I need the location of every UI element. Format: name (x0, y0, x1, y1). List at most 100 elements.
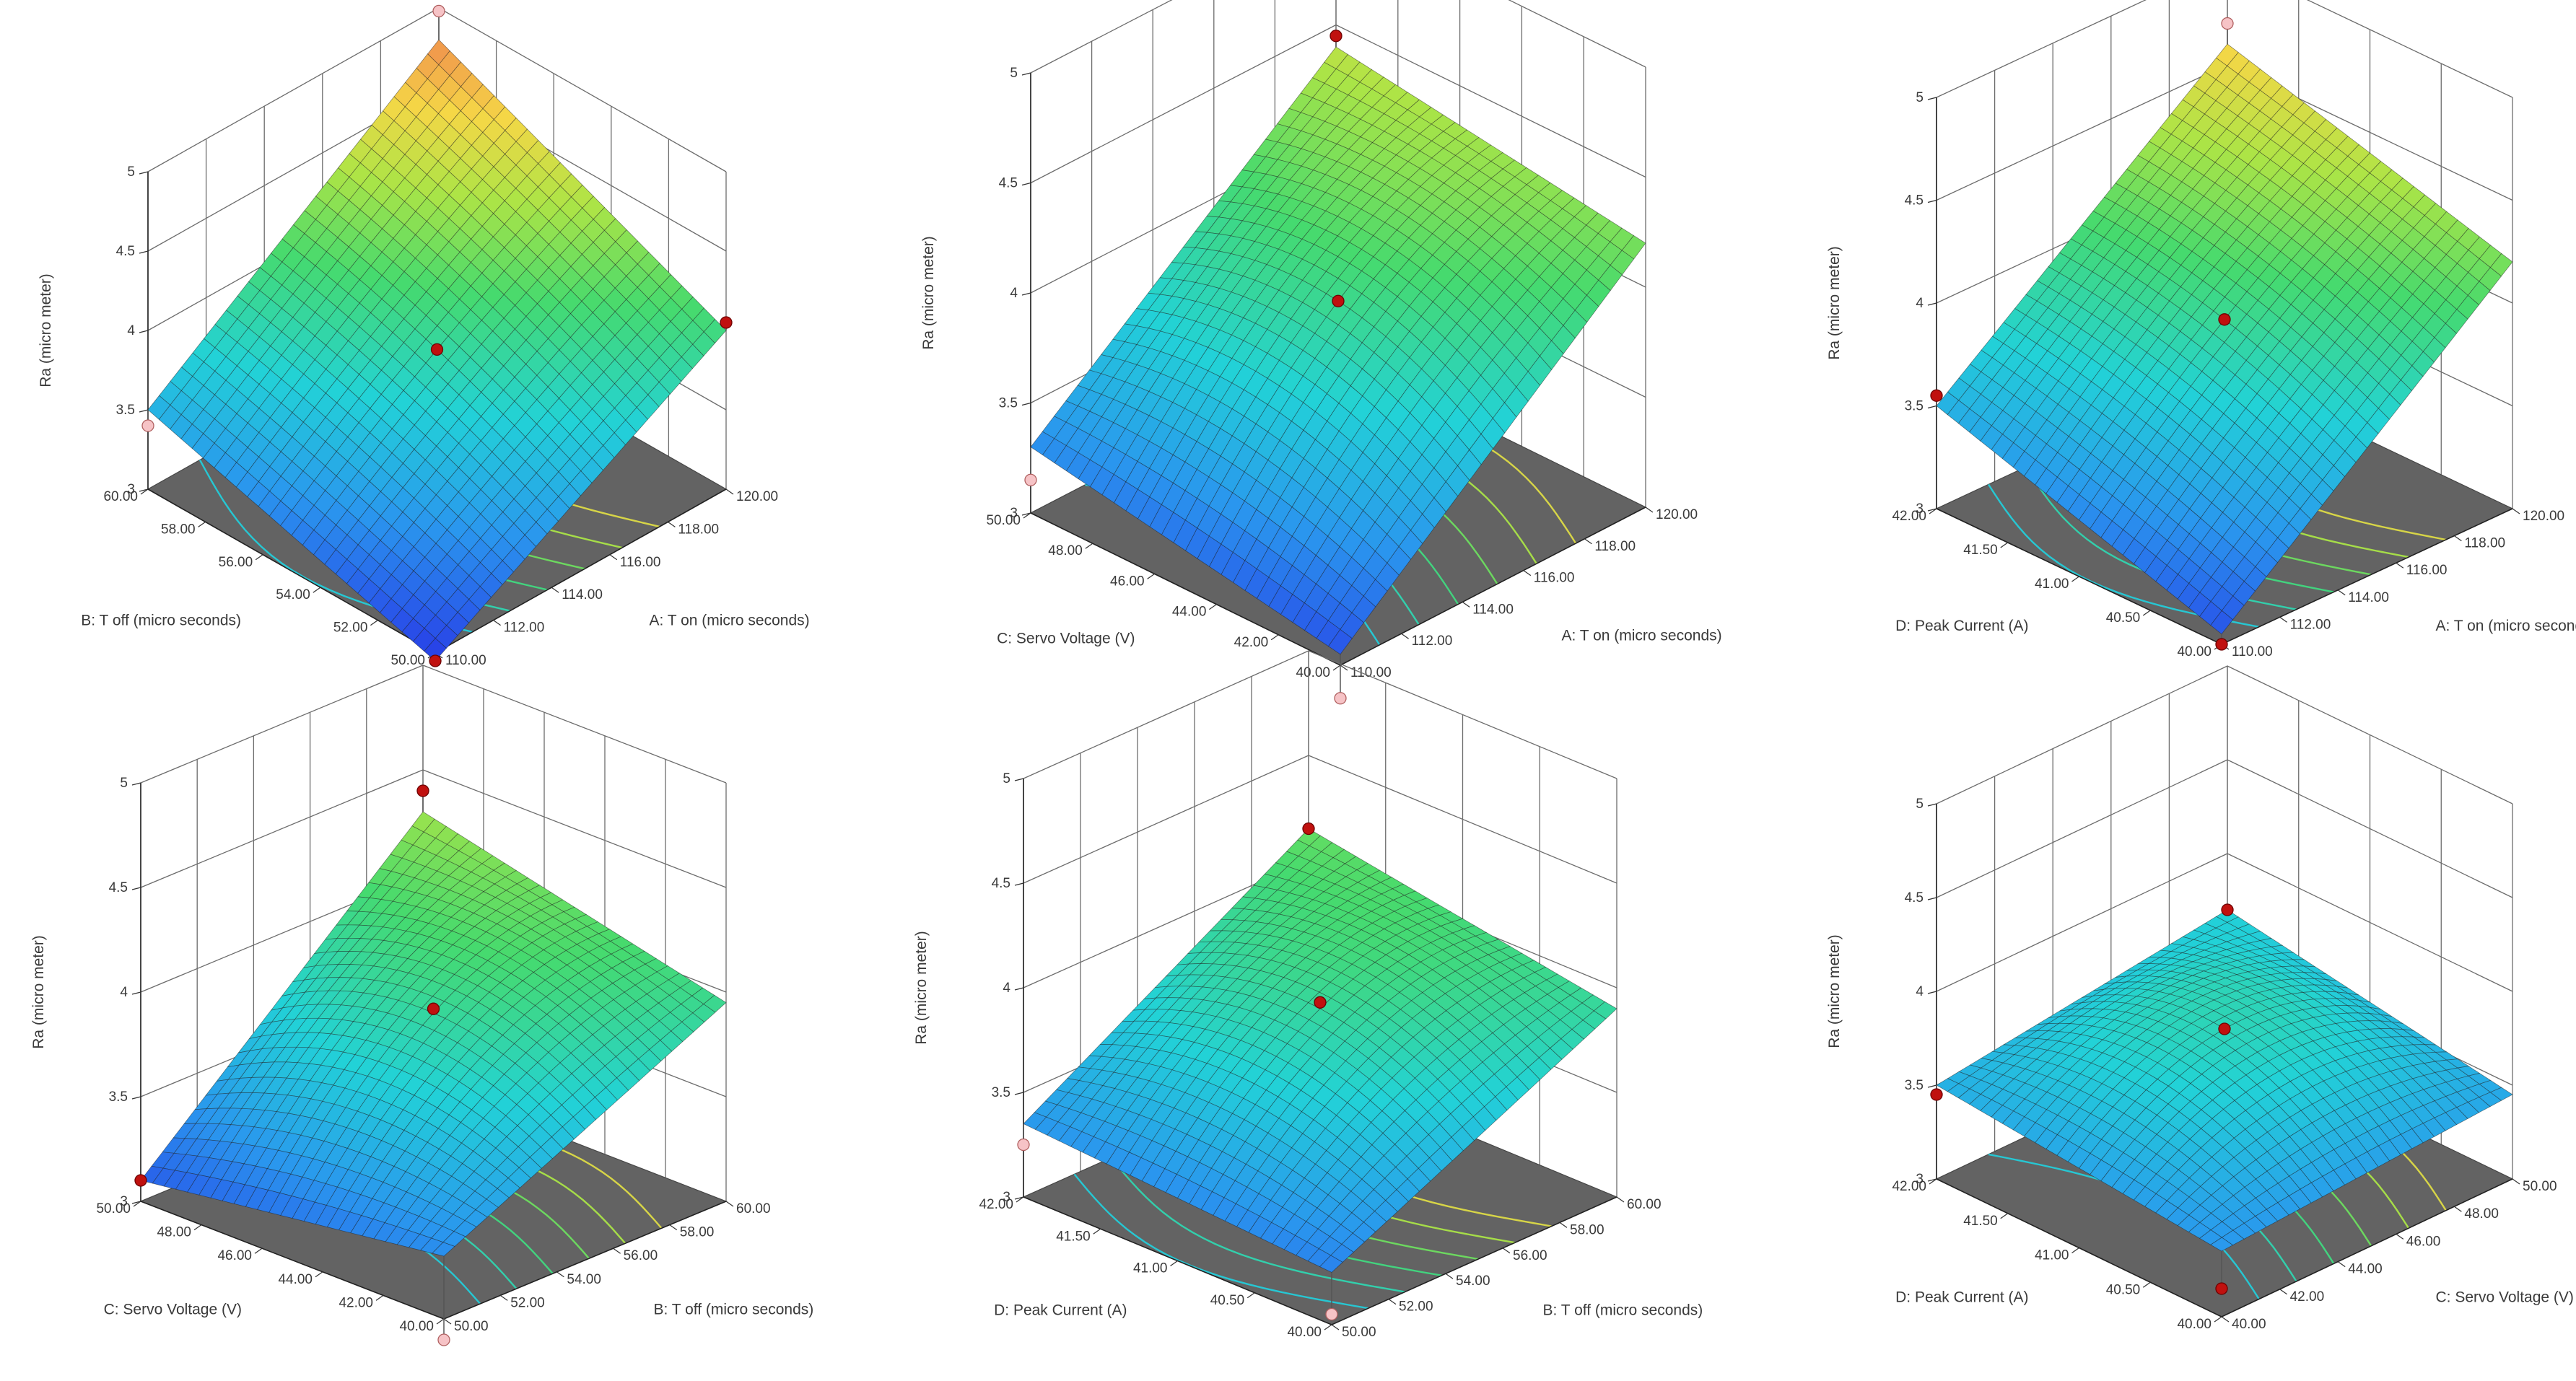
x-tick-mark (1388, 1299, 1397, 1305)
x-tick-label: 120.00 (1656, 507, 1698, 522)
y-axis-title: D: Peak Current (A) (1895, 618, 2028, 634)
x-tick-label: 58.00 (1570, 1222, 1604, 1237)
y-tick-mark (2142, 1281, 2151, 1288)
z-tick-mark (1021, 72, 1031, 76)
y-axis-title: C: Servo Voltage (V) (104, 1302, 242, 1318)
y-tick-mark (2214, 1316, 2222, 1323)
design-point-above (1930, 1088, 1943, 1101)
y-tick-label: 41.00 (1133, 1261, 1168, 1276)
design-point-above (430, 343, 444, 356)
wall-gridline (140, 665, 727, 784)
surface-plot-1: 3 3.5 4 4.5 5 Ra (micro meter) 110.00 112.00 114… (38, 4, 810, 668)
x-axis: 110.00 112.00 114.00 116.00 118.00 120.00 A: T… (435, 488, 810, 668)
y-tick-label: 40.00 (1287, 1325, 1322, 1340)
z-tick-mark (1927, 508, 1937, 512)
response-surface (1936, 43, 2513, 635)
design-point-below (1334, 692, 1347, 705)
z-tick-mark (1021, 402, 1031, 406)
x-tick-mark (1401, 633, 1409, 639)
design-point-below (437, 1333, 450, 1346)
x-tick-label: 118.00 (678, 522, 719, 537)
design-point-below (141, 419, 154, 432)
x-axis: 110.00 112.00 114.00 116.00 118.00 120.00 A: T… (2221, 508, 2576, 659)
x-tick-label: 116.00 (620, 555, 661, 570)
x-tick-mark (1340, 665, 1348, 671)
y-axis-title: C: Servo Voltage (V) (997, 631, 1135, 647)
design-point-above (1930, 389, 1943, 402)
design-point-above (429, 654, 442, 667)
z-axis-title: Ra (micro meter) (1826, 246, 1843, 360)
z-axis-title: Ra (micro meter) (30, 935, 47, 1049)
x-tick-mark (725, 1201, 734, 1207)
y-tick-label: 42.00 (1234, 635, 1269, 650)
design-point-above (2221, 903, 2234, 916)
x-tick-mark (669, 1224, 678, 1231)
design-point-below (1024, 473, 1037, 486)
y-axis-title: D: Peak Current (A) (994, 1302, 1127, 1319)
y-tick-mark (375, 1294, 384, 1301)
x-tick-mark (443, 1318, 452, 1325)
design-points-below (2221, 17, 2234, 44)
x-tick-mark (2279, 616, 2287, 623)
wall-gridline (1936, 665, 2513, 805)
x-tick-mark (2221, 1316, 2230, 1323)
design-point-above (416, 784, 429, 797)
x-tick-label: 112.00 (2290, 617, 2331, 632)
z-tick-mark (1927, 302, 1937, 306)
x-tick-label: 42.00 (2290, 1289, 2325, 1305)
x-axis-line (435, 488, 727, 654)
surface-plot-3: 3 3.5 4 4.5 5 Ra (micro meter) 110.00 112.00 114… (1826, 0, 2576, 659)
y-tick-mark (255, 554, 263, 561)
surface-plot-2: 3 3.5 4 4.5 5 Ra (micro meter) 110.00 112.00 114… (920, 0, 1722, 705)
x-axis-line (2221, 508, 2513, 645)
x-tick-mark (1584, 538, 1592, 545)
z-tick-mark (139, 171, 149, 175)
x-tick-label: 54.00 (567, 1272, 601, 1287)
design-point-below (2221, 17, 2234, 30)
z-tick-mark (1927, 199, 1937, 203)
y-tick-mark (140, 488, 149, 495)
x-tick-label: 114.00 (562, 587, 603, 602)
z-tick-label: 4.5 (992, 876, 1010, 891)
wall-gridline (1030, 0, 1646, 74)
x-tick-label: 120.00 (2523, 509, 2564, 524)
z-tick-mark (1927, 897, 1937, 900)
y-tick-label: 40.50 (2106, 610, 2141, 626)
design-point-above (1330, 30, 1342, 43)
x-tick-mark (613, 1248, 621, 1254)
y-tick-mark (370, 620, 378, 626)
z-tick-label: 4 (1916, 296, 1924, 311)
design-points-below (1024, 447, 1347, 705)
y-tick-label: 41.50 (1963, 543, 1998, 558)
y-tick-mark (2000, 542, 2009, 548)
z-tick-label: 4.5 (1905, 193, 1924, 209)
design-point-below (1325, 1307, 1338, 1321)
z-tick-label: 3.5 (109, 1090, 128, 1105)
x-tick-mark (1559, 1222, 1568, 1228)
x-tick-label: 114.00 (1472, 602, 1514, 617)
z-tick-label: 4 (1916, 984, 1924, 999)
z-tick-label: 3 (1916, 501, 1924, 517)
x-tick-mark (2337, 1261, 2346, 1268)
y-tick-label: 40.00 (1296, 665, 1330, 680)
x-tick-label: 56.00 (1513, 1248, 1547, 1263)
x-tick-mark (1645, 507, 1654, 513)
z-tick-label: 5 (127, 165, 135, 180)
x-tick-label: 110.00 (445, 653, 486, 668)
z-tick-mark (1927, 991, 1937, 994)
z-tick-label: 3.5 (1905, 1078, 1924, 1093)
x-tick-label: 112.00 (504, 621, 545, 636)
y-tick-mark (193, 1224, 202, 1231)
z-tick-mark (1014, 778, 1024, 781)
x-tick-mark (2454, 1206, 2462, 1212)
x-tick-label: 116.00 (1534, 571, 1575, 586)
y-tick-mark (1332, 665, 1341, 671)
z-tick-label: 3.5 (999, 396, 1018, 411)
y-tick-label: 52.00 (333, 621, 368, 636)
z-tick-label: 4.5 (1905, 890, 1924, 906)
y-tick-label: 44.00 (278, 1272, 313, 1287)
z-tick-mark (1927, 97, 1937, 100)
